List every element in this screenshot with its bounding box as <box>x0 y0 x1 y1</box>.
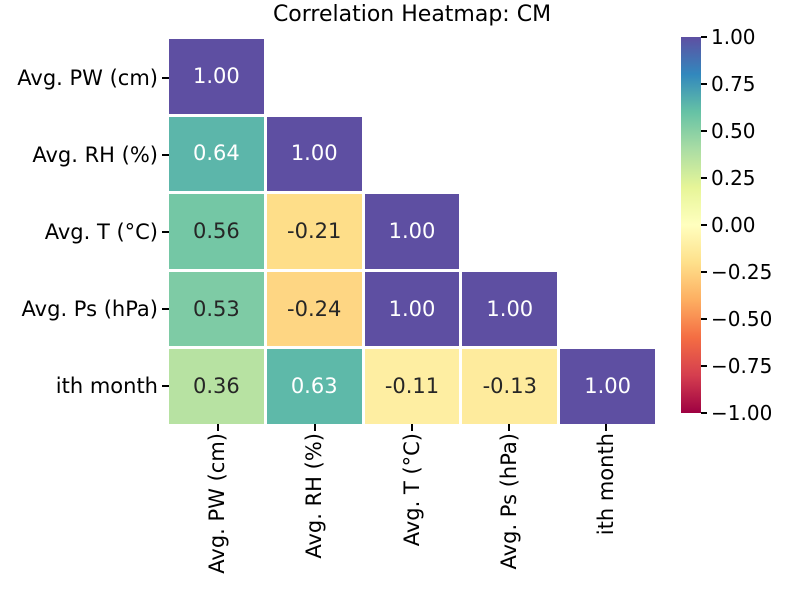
x-tick-mark <box>216 424 219 431</box>
colorbar-tick-label: 1.00 <box>711 25 756 49</box>
heatmap-cell-empty <box>462 117 557 192</box>
heatmap-cell-empty <box>560 272 655 347</box>
heatmap-cell-empty <box>560 194 655 269</box>
y-tick-mark <box>162 76 169 79</box>
x-tick-label: Avg. Ps (hPa) <box>496 433 521 570</box>
heatmap-cell: 1.00 <box>462 271 558 347</box>
heatmap-cell: 0.36 <box>169 349 264 424</box>
heatmap-cell: 1.00 <box>364 194 460 269</box>
colorbar-tick-mark <box>701 130 707 132</box>
colorbar-tick-label: −0.50 <box>711 307 773 331</box>
heatmap-cell-empty <box>462 194 557 269</box>
x-tick-label: ith month <box>593 433 618 536</box>
heatmap-cell: -0.13 <box>462 349 558 424</box>
y-tick-mark <box>162 153 169 156</box>
colorbar-tick-mark <box>701 271 707 273</box>
heatmap-cell: 1.00 <box>560 349 655 424</box>
colorbar-tick-mark <box>701 36 707 38</box>
heatmap-cell: 0.53 <box>169 271 264 347</box>
y-tick-label: Avg. RH (%) <box>32 142 158 167</box>
y-tick-mark <box>162 230 169 233</box>
heatmap-cell-empty <box>560 39 655 114</box>
heatmap-cell: -0.21 <box>266 194 362 269</box>
colorbar-tick-label: −0.25 <box>711 260 773 284</box>
colorbar-tick-label: 0.00 <box>711 213 756 237</box>
x-tick-mark <box>508 424 511 431</box>
heatmap-cell: 1.00 <box>169 39 264 114</box>
y-axis-labels: Avg. PW (cm) Avg. RH (%) Avg. T (°C) Avg. P… <box>0 39 158 424</box>
chart-title: Correlation Heatmap: CM <box>272 2 552 27</box>
heatmap-cell: 0.64 <box>169 116 264 192</box>
heatmap-cell: 1.00 <box>364 271 460 347</box>
colorbar-tick-label: 0.50 <box>711 119 756 143</box>
x-tick-mark <box>411 424 413 431</box>
colorbar-tick-label: 0.25 <box>711 166 756 190</box>
x-tick-label: Avg. T (°C) <box>399 433 424 547</box>
x-axis-labels: Avg. PW (cm) Avg. RH (%) Avg. T (°C) Avg. P… <box>169 433 655 590</box>
y-tick-label: ith month <box>55 373 158 398</box>
heatmap-grid: 1.00 0.64 1.00 0.56 -0.21 1.00 0.53 -0.24 1.00 1.… <box>169 39 655 424</box>
y-tick-label: Avg. Ps (hPa) <box>21 296 158 321</box>
colorbar-tick-mark <box>701 318 707 320</box>
x-tick-mark <box>313 424 316 431</box>
heatmap-cell: -0.24 <box>266 271 362 347</box>
heatmap-cell-empty <box>560 117 655 192</box>
y-tick-mark <box>162 307 169 310</box>
x-tick-mark <box>605 424 608 431</box>
colorbar-tick-mark <box>701 224 707 226</box>
heatmap-cell-empty <box>365 117 460 192</box>
colorbar-tick-mark <box>701 412 707 414</box>
heatmap-cell-empty <box>462 39 557 114</box>
heatmap-cell-empty <box>267 39 362 114</box>
colorbar-tick-mark <box>701 177 707 179</box>
colorbar-tick-mark <box>701 83 707 85</box>
colorbar-tick-mark <box>701 365 707 367</box>
colorbar-tick-label: −1.00 <box>711 401 773 425</box>
colorbar-tick-label: −0.75 <box>711 354 773 378</box>
heatmap-cell: 0.63 <box>266 349 362 424</box>
y-tick-label: Avg. T (°C) <box>44 219 158 244</box>
y-tick-mark <box>162 384 169 387</box>
heatmap-cell: 1.00 <box>266 116 362 192</box>
x-tick-label: Avg. PW (cm) <box>205 433 230 574</box>
y-tick-label: Avg. PW (cm) <box>17 65 158 90</box>
heatmap-cell-empty <box>365 39 460 114</box>
colorbar-tick-label: 0.75 <box>711 72 756 96</box>
colorbar <box>681 37 701 413</box>
heatmap-cell: 0.56 <box>169 194 264 269</box>
heatmap-cell: -0.11 <box>364 349 460 424</box>
x-tick-label: Avg. RH (%) <box>302 433 327 559</box>
